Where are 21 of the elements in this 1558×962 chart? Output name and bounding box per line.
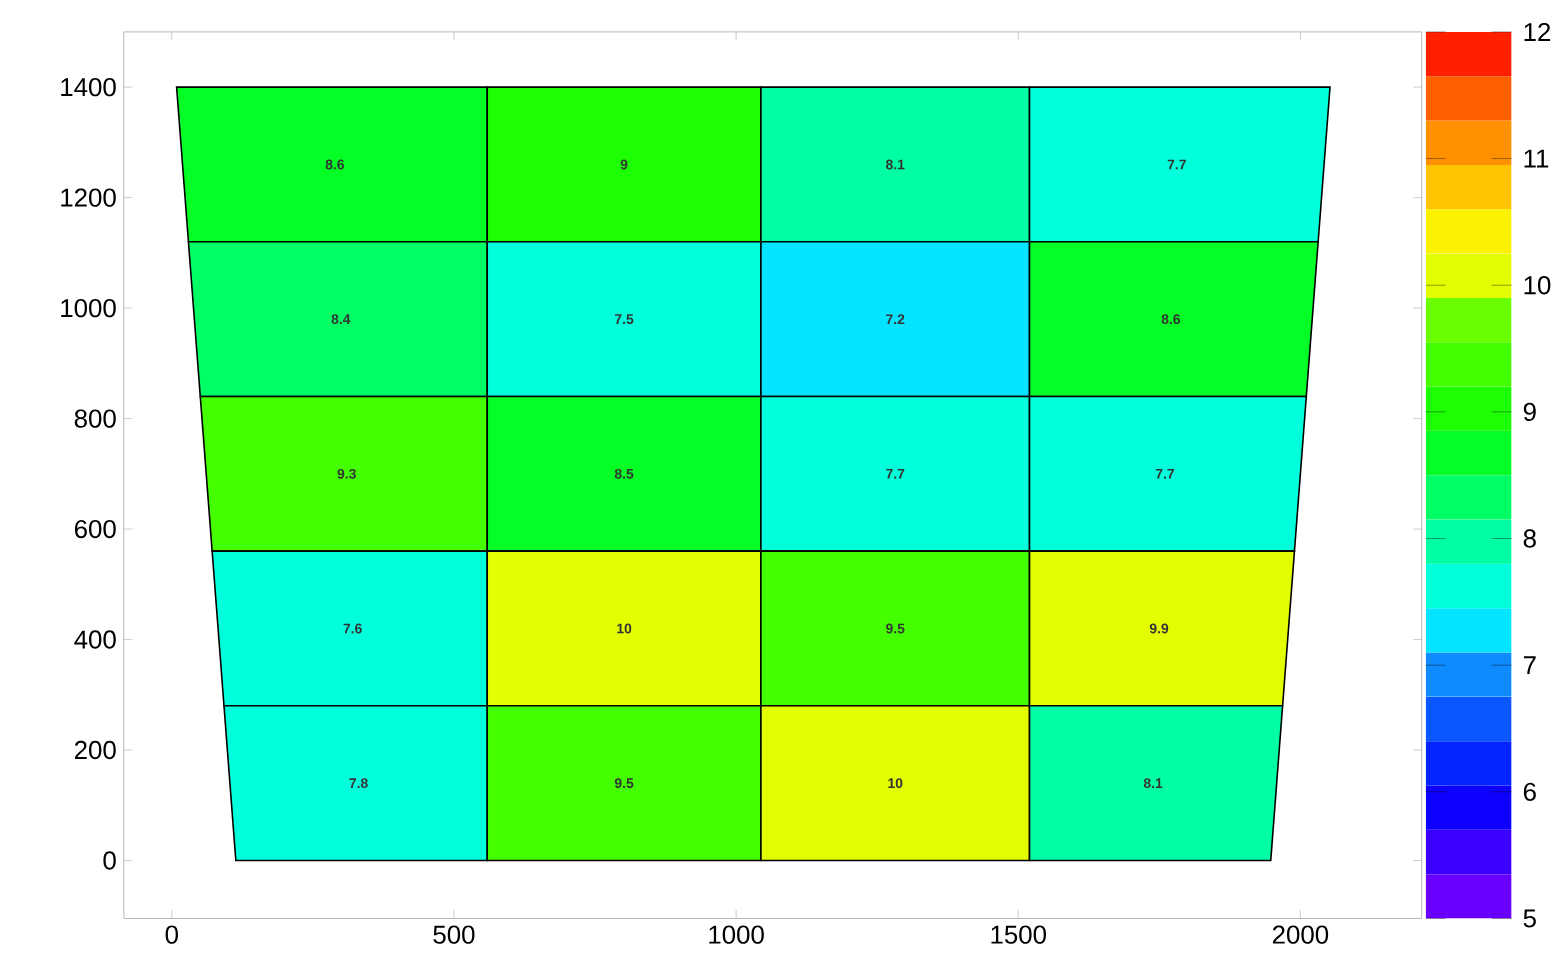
x-tick-label: 500 bbox=[433, 925, 475, 944]
y-tick-label: 800 bbox=[74, 409, 116, 428]
y-tick-label: 0 bbox=[103, 851, 116, 870]
color-bar-label: 9 bbox=[1523, 402, 1536, 421]
color-bar-label: 11 bbox=[1524, 149, 1549, 168]
color-bar-label: 8 bbox=[1523, 529, 1536, 548]
y-tick-label: 400 bbox=[74, 630, 116, 649]
x-tick-label: 2000 bbox=[1272, 925, 1329, 944]
y-tick-label: 1400 bbox=[61, 77, 116, 97]
color-bar-label: 12 bbox=[1524, 22, 1551, 41]
color-bar-label: 5 bbox=[1523, 909, 1536, 928]
color-bar-label: 7 bbox=[1523, 656, 1536, 674]
x-tick-label: 0 bbox=[165, 925, 178, 944]
y-tick-label: 200 bbox=[74, 740, 116, 759]
color-bar-label: 6 bbox=[1523, 782, 1536, 801]
color-bar-label: 10 bbox=[1524, 275, 1551, 295]
y-tick-label: 600 bbox=[74, 519, 116, 539]
y-tick-label: 1000 bbox=[61, 298, 116, 318]
x-tick-label: 1500 bbox=[991, 925, 1046, 944]
x-tick-label: 1000 bbox=[709, 925, 764, 944]
y-tick-label: 1200 bbox=[61, 188, 116, 207]
